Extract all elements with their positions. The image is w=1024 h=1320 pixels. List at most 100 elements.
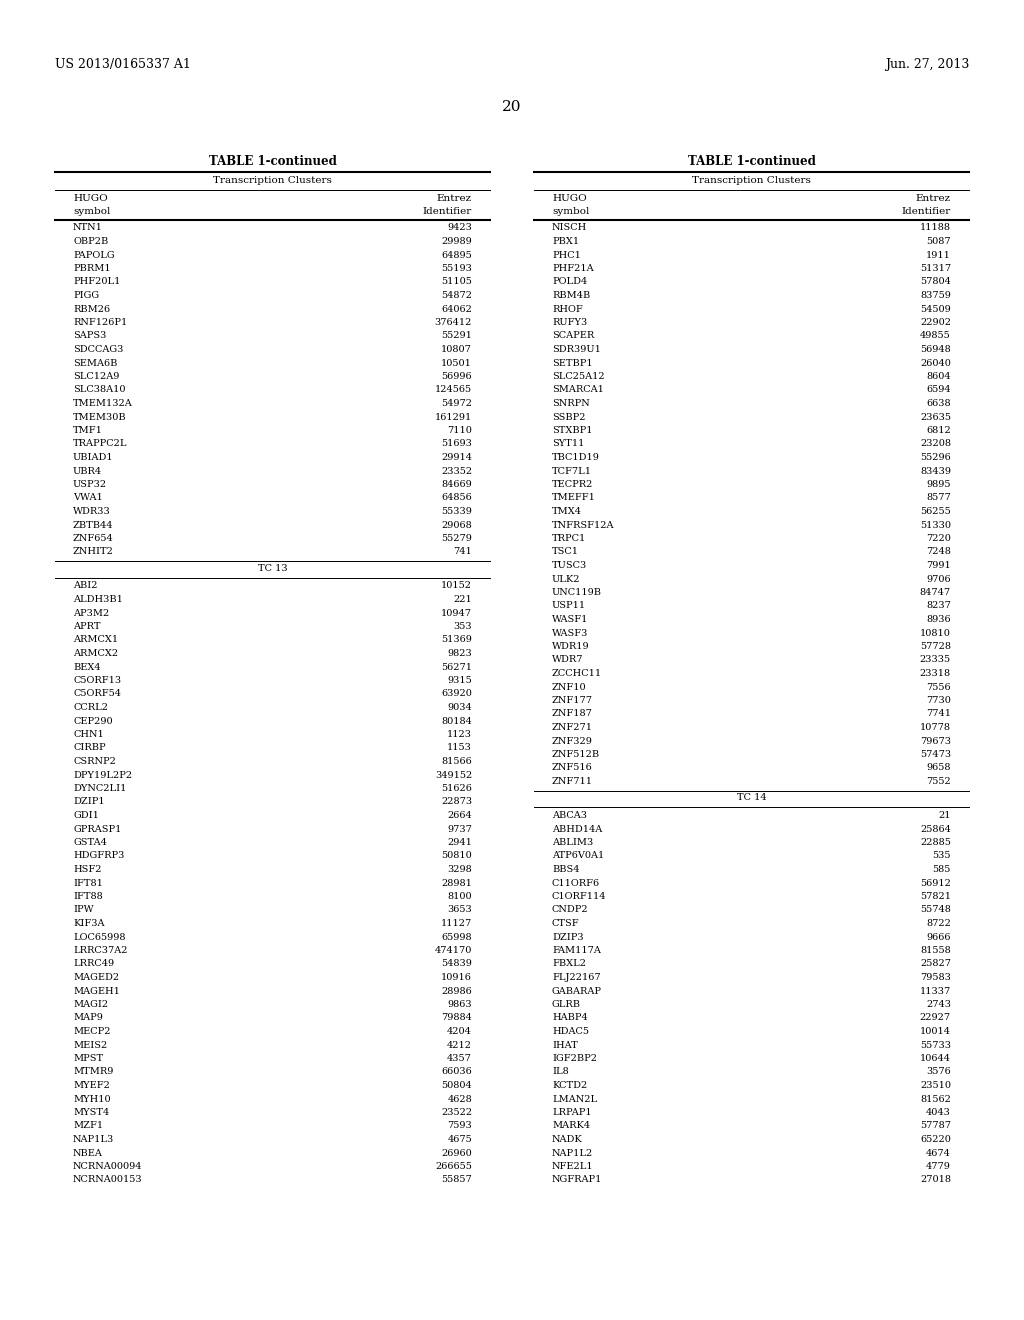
Text: 10807: 10807	[441, 345, 472, 354]
Text: 7741: 7741	[926, 710, 951, 718]
Text: 6812: 6812	[927, 426, 951, 436]
Text: PBX1: PBX1	[552, 238, 580, 246]
Text: MYH10: MYH10	[73, 1094, 111, 1104]
Text: MECP2: MECP2	[73, 1027, 111, 1036]
Text: RNF126P1: RNF126P1	[73, 318, 127, 327]
Text: ATP6V0A1: ATP6V0A1	[552, 851, 604, 861]
Text: 55748: 55748	[921, 906, 951, 915]
Text: 23208: 23208	[920, 440, 951, 449]
Text: DPY19L2P2: DPY19L2P2	[73, 771, 132, 780]
Text: OBP2B: OBP2B	[73, 238, 109, 246]
Text: 3576: 3576	[927, 1068, 951, 1077]
Text: 64895: 64895	[441, 251, 472, 260]
Text: TABLE 1-continued: TABLE 1-continued	[687, 154, 815, 168]
Text: 221: 221	[454, 595, 472, 605]
Text: ZNF711: ZNF711	[552, 777, 593, 785]
Text: 4357: 4357	[447, 1053, 472, 1063]
Text: 8604: 8604	[927, 372, 951, 381]
Text: MTMR9: MTMR9	[73, 1068, 114, 1077]
Text: 9706: 9706	[927, 574, 951, 583]
Text: 55733: 55733	[920, 1040, 951, 1049]
Text: ABHD14A: ABHD14A	[552, 825, 602, 833]
Text: 54972: 54972	[441, 399, 472, 408]
Text: SDCCAG3: SDCCAG3	[73, 345, 123, 354]
Text: HABP4: HABP4	[552, 1014, 588, 1023]
Text: 55857: 55857	[441, 1176, 472, 1184]
Text: 26040: 26040	[921, 359, 951, 367]
Text: 7730: 7730	[926, 696, 951, 705]
Text: C5ORF13: C5ORF13	[73, 676, 121, 685]
Text: 22885: 22885	[921, 838, 951, 847]
Text: C11ORF6: C11ORF6	[552, 879, 600, 887]
Text: 56996: 56996	[441, 372, 472, 381]
Text: 535: 535	[933, 851, 951, 861]
Text: 266655: 266655	[435, 1162, 472, 1171]
Text: 7991: 7991	[927, 561, 951, 570]
Text: NAP1L3: NAP1L3	[73, 1135, 115, 1144]
Text: 56271: 56271	[441, 663, 472, 672]
Text: 54839: 54839	[441, 960, 472, 969]
Text: 57804: 57804	[921, 277, 951, 286]
Text: symbol: symbol	[73, 207, 111, 216]
Text: USP11: USP11	[552, 602, 586, 610]
Text: ZBTB44: ZBTB44	[73, 520, 114, 529]
Text: C1ORF114: C1ORF114	[552, 892, 606, 902]
Text: 22873: 22873	[441, 797, 472, 807]
Text: 585: 585	[933, 865, 951, 874]
Text: PIGG: PIGG	[73, 290, 99, 300]
Text: 64062: 64062	[441, 305, 472, 314]
Text: CIRBP: CIRBP	[73, 743, 105, 752]
Text: UBIAD1: UBIAD1	[73, 453, 114, 462]
Text: ZNF10: ZNF10	[552, 682, 587, 692]
Text: 10810: 10810	[921, 628, 951, 638]
Text: NFE2L1: NFE2L1	[552, 1162, 594, 1171]
Text: 57728: 57728	[920, 642, 951, 651]
Text: 55279: 55279	[441, 535, 472, 543]
Text: 3653: 3653	[447, 906, 472, 915]
Text: CSRNP2: CSRNP2	[73, 756, 116, 766]
Text: ALDH3B1: ALDH3B1	[73, 595, 123, 605]
Text: 376412: 376412	[434, 318, 472, 327]
Text: LRPAP1: LRPAP1	[552, 1107, 592, 1117]
Text: GPRASP1: GPRASP1	[73, 825, 122, 833]
Text: PHC1: PHC1	[552, 251, 581, 260]
Text: 1123: 1123	[447, 730, 472, 739]
Text: 25827: 25827	[920, 960, 951, 969]
Text: IHAT: IHAT	[552, 1040, 578, 1049]
Text: SLC25A12: SLC25A12	[552, 372, 604, 381]
Text: 28986: 28986	[441, 986, 472, 995]
Text: 51693: 51693	[441, 440, 472, 449]
Text: LMAN2L: LMAN2L	[552, 1094, 597, 1104]
Text: 8237: 8237	[926, 602, 951, 610]
Text: TMX4: TMX4	[552, 507, 582, 516]
Text: 56948: 56948	[921, 345, 951, 354]
Text: TABLE 1-continued: TABLE 1-continued	[209, 154, 337, 168]
Text: 55339: 55339	[441, 507, 472, 516]
Text: 21: 21	[939, 810, 951, 820]
Text: RUFY3: RUFY3	[552, 318, 587, 327]
Text: ABI2: ABI2	[73, 582, 97, 590]
Text: TMEFF1: TMEFF1	[552, 494, 596, 503]
Text: US 2013/0165337 A1: US 2013/0165337 A1	[55, 58, 190, 71]
Text: IFT81: IFT81	[73, 879, 102, 887]
Text: 20: 20	[502, 100, 522, 114]
Text: 4212: 4212	[447, 1040, 472, 1049]
Text: 6594: 6594	[927, 385, 951, 395]
Text: 22902: 22902	[920, 318, 951, 327]
Text: RBM26: RBM26	[73, 305, 111, 314]
Text: 10916: 10916	[441, 973, 472, 982]
Text: WASF1: WASF1	[552, 615, 589, 624]
Text: TMEM30B: TMEM30B	[73, 412, 127, 421]
Text: 4675: 4675	[447, 1135, 472, 1144]
Text: 124565: 124565	[435, 385, 472, 395]
Text: TRPC1: TRPC1	[552, 535, 587, 543]
Text: ZCCHC11: ZCCHC11	[552, 669, 602, 678]
Text: ZNF271: ZNF271	[552, 723, 593, 733]
Text: 11337: 11337	[920, 986, 951, 995]
Text: PHF20L1: PHF20L1	[73, 277, 121, 286]
Text: 26960: 26960	[441, 1148, 472, 1158]
Text: NAP1L2: NAP1L2	[552, 1148, 593, 1158]
Text: 4043: 4043	[926, 1107, 951, 1117]
Text: SLC38A10: SLC38A10	[73, 385, 126, 395]
Text: 3298: 3298	[447, 865, 472, 874]
